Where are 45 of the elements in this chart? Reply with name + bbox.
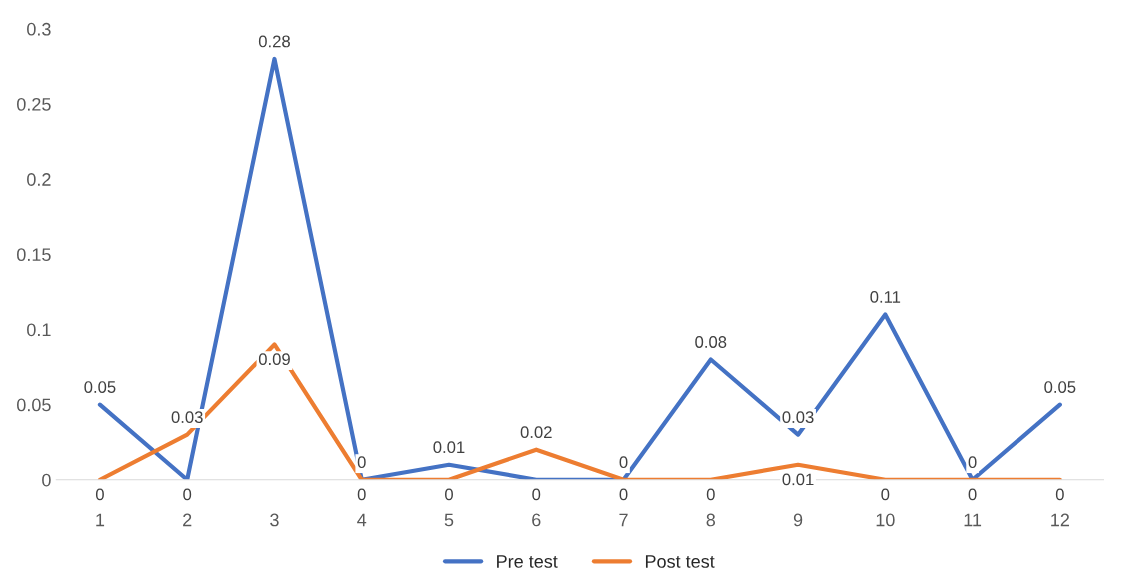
x-tick-label: 4 [357,513,367,527]
data-label: 0.28 [258,35,290,48]
data-label: 0 [1055,488,1064,501]
data-label: 0 [881,488,890,501]
data-label: 0 [445,488,453,501]
y-tick-label: 0 [42,473,51,487]
data-label: 0.05 [1044,381,1076,393]
x-tick-label: 10 [876,513,895,527]
data-label: 0.03 [171,411,203,424]
data-label: 0 [968,488,977,501]
x-tick-label: 7 [619,513,628,527]
data-label: 0 [183,488,192,501]
y-tick-label: 0.25 [17,97,51,111]
data-label: 0 [706,488,715,501]
x-tick-label: 8 [706,513,716,527]
y-tick-label: 0.3 [27,22,51,36]
y-tick-label: 0.2 [27,173,51,186]
legend-label: Pre test [497,555,558,568]
data-label: 0 [532,488,541,501]
x-tick-label: 2 [183,513,192,527]
data-label: 0.08 [695,336,727,348]
data-label: 0.01 [433,441,465,454]
data-label: 0.09 [258,353,290,366]
data-label: 0 [357,488,366,501]
legend-label: Post test [645,555,715,568]
x-tick-label: 12 [1051,513,1069,527]
x-tick-label: 11 [964,513,982,527]
data-label: 0.01 [782,473,814,486]
y-tick-label: 0.1 [27,323,51,337]
data-label: 0.02 [520,426,552,439]
data-label: 0 [968,456,977,469]
data-label: 0 [619,488,628,501]
data-label: 0 [95,488,104,501]
x-tick-label: 9 [793,513,803,527]
data-label: 0.03 [782,411,814,424]
data-label: 0 [357,456,366,469]
data-label: 0 [619,456,628,469]
x-tick-label: 3 [270,513,279,527]
x-tick-label: 5 [444,513,454,527]
x-tick-label: 1 [96,513,105,527]
y-tick-label: 0.05 [17,398,51,412]
data-label: 0.05 [84,381,116,393]
data-label: 0.11 [870,291,901,303]
x-tick-label: 6 [532,513,541,527]
y-tick-label: 0.15 [17,248,51,262]
